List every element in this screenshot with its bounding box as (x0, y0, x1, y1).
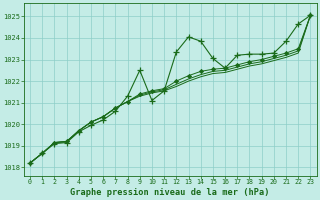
X-axis label: Graphe pression niveau de la mer (hPa): Graphe pression niveau de la mer (hPa) (70, 188, 270, 197)
